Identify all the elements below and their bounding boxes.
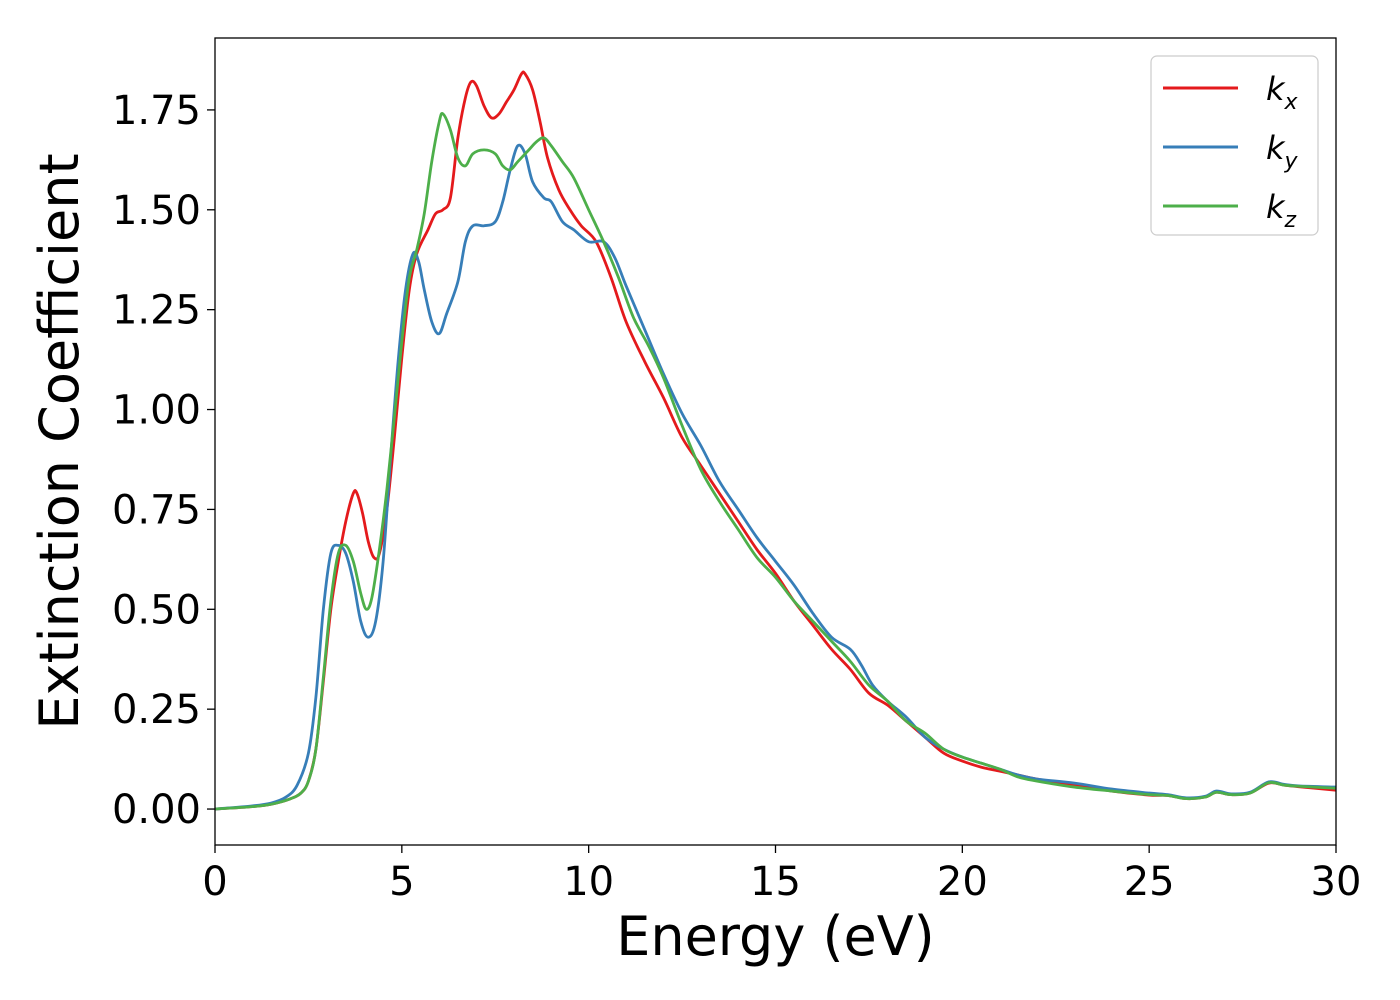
y-tick-label: 0.25 [112, 687, 201, 733]
series-layer [215, 70, 1336, 811]
x-tick-label: 25 [1124, 859, 1175, 905]
x-tick-label: 30 [1311, 859, 1362, 905]
y-tick-label: 0.75 [112, 487, 201, 533]
x-axis-label: Energy (eV) [616, 905, 935, 968]
legend-label-k-z: kz [1266, 188, 1297, 233]
x-tick-label: 20 [937, 859, 988, 905]
y-tick-label: 0.50 [112, 587, 201, 633]
x-tick-label: 5 [389, 859, 414, 905]
y-tick-label: 0.00 [112, 787, 201, 833]
y-axis-label: Extinction Coefficient [28, 153, 91, 729]
x-tick-label: 15 [750, 859, 801, 905]
series-line-k-y [215, 143, 1336, 811]
y-tick-label: 1.00 [112, 388, 201, 434]
series-line-k-z [215, 112, 1336, 811]
x-axis-ticks: 0 5 10 15 20 25 30 [202, 845, 1361, 905]
legend: kx ky kz [1150, 55, 1319, 236]
y-tick-label: 1.75 [112, 88, 201, 134]
x-tick-label: 0 [202, 859, 227, 905]
legend-label-k-x: kx [1266, 70, 1299, 115]
x-tick-label: 10 [563, 859, 614, 905]
legend-label-k-y: ky [1266, 129, 1299, 174]
y-tick-label: 1.50 [112, 188, 201, 234]
y-axis-ticks: 0.00 0.25 0.50 0.75 1.00 1.25 1.50 1.75 [112, 88, 215, 833]
y-tick-label: 1.25 [112, 288, 201, 334]
